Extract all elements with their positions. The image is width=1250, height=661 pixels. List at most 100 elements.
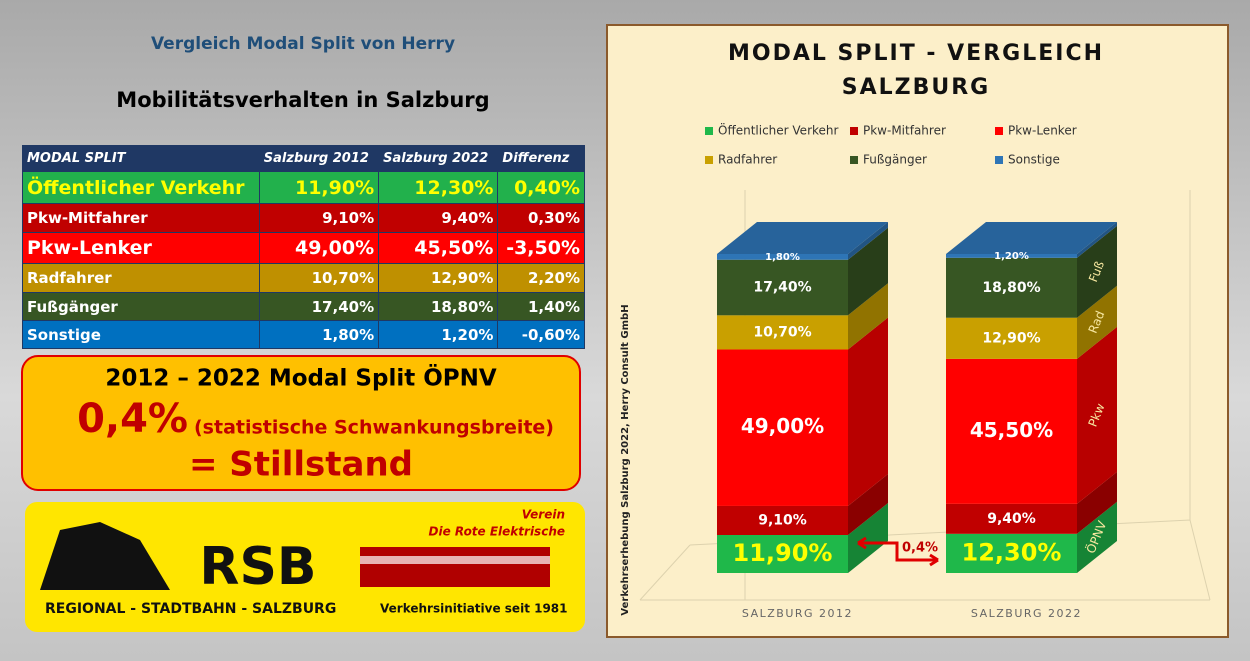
table-cell: -3,50% [497, 232, 585, 264]
callout-value: 0,4% [77, 396, 188, 442]
logo-mark: RSB [199, 537, 316, 597]
bar-side [848, 222, 888, 260]
chart-title: SALZBURG [842, 75, 990, 100]
legend-label: Radfahrer [718, 153, 777, 167]
bar-segment [717, 349, 848, 506]
table-row: Fußgänger 17,40% 18,80% 1,40% [22, 292, 585, 321]
chart-title: MODAL SPLIT - VERGLEICH [728, 41, 1104, 66]
legend-label: Öffentlicher Verkehr [718, 122, 839, 138]
table-cell: -0,60% [497, 320, 585, 349]
legend-swatch [705, 127, 713, 135]
bar-side [1077, 222, 1117, 258]
legend-label: Sonstige [1008, 153, 1060, 167]
bar-segment [717, 259, 848, 316]
value-label: 12,90% [982, 330, 1040, 346]
table-cell: 0,40% [497, 171, 585, 204]
table-row: Radfahrer 10,70% 12,90% 2,20% [22, 263, 585, 293]
legend-swatch [705, 156, 713, 164]
table-cell: 9,40% [378, 203, 499, 233]
table-cell: Pkw-Mitfahrer [22, 203, 260, 233]
modal-split-table: MODAL SPLIT Salzburg 2012 Salzburg 2022 Dif… [22, 145, 585, 349]
logo-mountain [40, 522, 170, 590]
annotation-arrow [857, 536, 939, 567]
logo-tram [360, 547, 550, 587]
legend-swatch [995, 127, 1003, 135]
logo-since: Verkehrsinitiative seit 1981 [380, 602, 568, 616]
bar-segment [717, 254, 848, 260]
table-cell: Sonstige [22, 320, 260, 349]
table-cell: 1,40% [497, 292, 585, 321]
header-cell: Salzburg 2012 [258, 145, 380, 172]
callout-line: 2012 – 2022 Modal Split ÖPNV [105, 364, 497, 392]
subheading: Mobilitätsverhalten in Salzburg [116, 88, 489, 112]
table-cell: Pkw-Lenker [22, 232, 260, 264]
bar-segment [946, 317, 1077, 359]
chart-floor [639, 190, 1211, 601]
table-row: Pkw-Lenker 49,00% 45,50% -3,50% [22, 232, 585, 264]
bar-segment [946, 358, 1077, 504]
header-cell: Differenz [497, 145, 585, 172]
value-label: 11,90% [733, 539, 833, 567]
chart-source: Verkehrserhebung Salzburg 2022, Herry Co… [620, 304, 631, 615]
table-cell: 10,70% [258, 263, 380, 293]
value-label: 1,80% [765, 252, 800, 263]
value-label: 10,70% [753, 324, 811, 340]
bar-side [1077, 471, 1117, 534]
bar-top [717, 222, 888, 254]
logo-box [25, 502, 585, 632]
logo-club: Verein [522, 508, 565, 522]
table-cell: 49,00% [258, 232, 380, 264]
table-cell: 18,80% [378, 292, 499, 321]
callout-box [21, 355, 581, 491]
value-label: 1,20% [994, 251, 1029, 262]
legend-swatch [995, 156, 1003, 164]
value-label: 18,80% [982, 280, 1040, 296]
table-cell: Fußgänger [22, 292, 260, 321]
bar-side [848, 283, 888, 350]
table-cell: 17,40% [258, 292, 380, 321]
bar-side [1077, 326, 1117, 504]
legend-label: Fußgänger [863, 153, 927, 167]
logo-name: REGIONAL - STADTBAHN - SALZBURG [45, 601, 336, 617]
bar-side [1077, 225, 1117, 318]
table-cell: Radfahrer [22, 263, 260, 293]
logo-tram-stripe [360, 556, 550, 564]
table-cell: 2,20% [497, 263, 585, 293]
bar-segment [946, 503, 1077, 534]
table-cell: 9,10% [258, 203, 380, 233]
bar-segment [717, 535, 848, 573]
value-label: 49,00% [741, 414, 824, 438]
table-cell: 11,90% [258, 171, 380, 204]
table-cell: 0,30% [497, 203, 585, 233]
table-cell: Öffentlicher Verkehr [22, 171, 260, 204]
bar-segment [946, 257, 1077, 318]
bar-side [1077, 285, 1117, 359]
value-label: 45,50% [970, 418, 1053, 442]
value-label: 17,40% [753, 280, 811, 296]
heading: Vergleich Modal Split von Herry [151, 34, 455, 54]
value-label: 9,10% [758, 512, 807, 528]
legend-swatch [850, 156, 858, 164]
bar-segment [946, 254, 1077, 258]
header-cell: MODAL SPLIT [22, 145, 260, 172]
annotation: 0,4% [902, 541, 938, 556]
value-label: 12,30% [962, 538, 1062, 566]
bar-side [1077, 501, 1117, 573]
callout-line: = Stillstand [189, 445, 413, 485]
bar-top [946, 222, 1117, 254]
bar-side [848, 227, 888, 316]
table-header: MODAL SPLIT Salzburg 2012 Salzburg 2022 Dif… [22, 145, 585, 172]
table-cell: 12,30% [378, 171, 499, 204]
logo-subtitle: Die Rote Elektrische [429, 525, 565, 539]
bar-side [848, 503, 888, 573]
x-tick-label: SALZBURG 2012 [742, 607, 853, 620]
legend-swatch [850, 127, 858, 135]
legend-label: Pkw-Mitfahrer [863, 124, 946, 138]
header-cell: Salzburg 2022 [378, 145, 499, 172]
bar-side [848, 473, 888, 536]
callout-note: (statistische Schwankungsbreite) [194, 417, 554, 439]
value-label: 9,40% [987, 511, 1036, 527]
table-row: Pkw-Mitfahrer 9,10% 9,40% 0,30% [22, 203, 585, 233]
